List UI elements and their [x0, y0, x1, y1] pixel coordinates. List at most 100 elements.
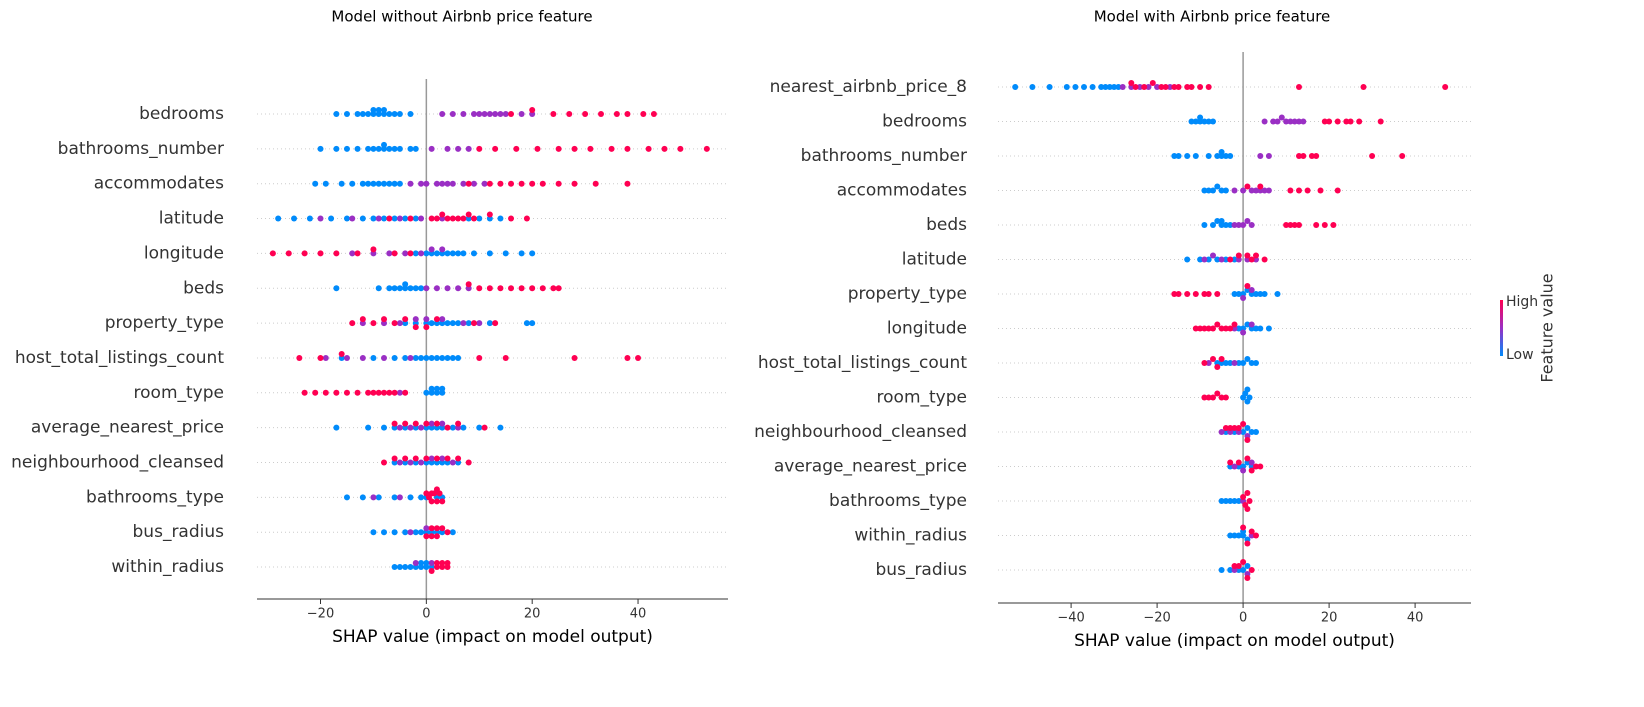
- shap-point: [1214, 291, 1221, 297]
- shap-point: [1063, 84, 1070, 90]
- shap-point: [1171, 84, 1178, 90]
- shap-point: [402, 250, 409, 257]
- shap-point: [1145, 84, 1152, 90]
- shap-point: [412, 455, 419, 462]
- shap-point: [439, 525, 446, 532]
- shap-point: [449, 424, 456, 431]
- shap-point: [370, 354, 377, 361]
- shap-point: [1184, 153, 1191, 159]
- feature-label: latitude: [902, 250, 967, 270]
- shap-point: [1231, 222, 1238, 228]
- shap-point: [677, 145, 684, 152]
- shap-point: [370, 389, 377, 396]
- shap-point: [333, 145, 340, 152]
- shap-point: [375, 389, 382, 396]
- shap-point: [1321, 222, 1328, 228]
- shap-point: [418, 250, 425, 257]
- shap-point: [1184, 256, 1191, 263]
- shap-point: [1257, 325, 1264, 332]
- shap-point: [1334, 118, 1341, 125]
- x-tick-label: 20: [1321, 611, 1338, 626]
- shap-point: [418, 560, 425, 567]
- shap-point: [1248, 321, 1255, 328]
- shap-point: [1235, 532, 1242, 539]
- shap-point: [460, 320, 467, 327]
- shap-point: [285, 250, 292, 257]
- feature-label: accommodates: [837, 181, 967, 201]
- shap-point: [1214, 183, 1221, 190]
- shap-point: [1089, 84, 1096, 90]
- shap-point: [370, 145, 377, 152]
- shap-point: [365, 111, 372, 117]
- shap-point: [1205, 153, 1212, 159]
- shap-point: [1240, 524, 1247, 531]
- shap-point: [322, 389, 329, 396]
- shap-point: [1205, 256, 1212, 263]
- shap-point: [439, 455, 446, 462]
- shap-point: [624, 145, 631, 152]
- shap-point: [1244, 218, 1251, 224]
- shap-point: [433, 525, 440, 532]
- shap-point: [1369, 153, 1376, 159]
- shap-point: [539, 285, 546, 292]
- shap-point: [338, 180, 345, 187]
- shap-point: [1377, 118, 1384, 125]
- shap-point: [1106, 84, 1113, 90]
- shap-point: [1248, 467, 1255, 474]
- shap-point: [1102, 84, 1109, 90]
- shap-point: [391, 145, 398, 152]
- shap-point: [354, 250, 361, 257]
- shap-point: [449, 215, 456, 222]
- shap-point: [481, 424, 488, 431]
- shap-point: [433, 560, 440, 567]
- shap-point: [381, 316, 388, 323]
- shap-point: [470, 215, 477, 222]
- shap-point: [486, 111, 493, 117]
- shap-point: [412, 420, 419, 427]
- shap-point: [423, 324, 430, 331]
- shap-point: [423, 525, 430, 532]
- feature-label: room_type: [877, 388, 967, 408]
- shap-point: [502, 354, 509, 361]
- shap-point: [381, 389, 388, 396]
- x-tick-label: −40: [1057, 611, 1084, 626]
- shap-point: [1240, 222, 1247, 228]
- shap-point: [481, 180, 488, 187]
- feature-label: bathrooms_type: [86, 487, 224, 507]
- shap-point: [465, 180, 472, 187]
- shap-point: [1222, 498, 1229, 504]
- shap-point: [1192, 118, 1199, 125]
- shap-point: [1205, 291, 1212, 297]
- colorbar-label: Feature value: [1538, 273, 1557, 382]
- shap-point: [439, 385, 446, 392]
- shap-point: [338, 350, 345, 357]
- shap-point: [1192, 153, 1199, 159]
- shap-point: [571, 145, 578, 152]
- shap-point: [613, 111, 620, 117]
- shap-point: [1162, 84, 1169, 90]
- shap-point: [396, 424, 403, 431]
- shap-point: [396, 180, 403, 187]
- shap-point: [1313, 222, 1320, 228]
- shap-point: [1240, 559, 1247, 565]
- x-tick-label: 40: [630, 607, 647, 622]
- shap-point: [444, 145, 451, 152]
- shap-point: [312, 389, 319, 396]
- shap-point: [375, 215, 382, 222]
- shap-point: [1257, 183, 1264, 190]
- shap-point: [343, 389, 350, 396]
- shap-point: [1253, 187, 1259, 194]
- shap-point: [359, 316, 366, 323]
- shap-point: [439, 246, 446, 253]
- feature-label: host_total_listings_count: [758, 353, 967, 373]
- shap-point: [1235, 222, 1242, 228]
- x-tick-label: −20: [1143, 611, 1170, 626]
- shap-point: [1227, 325, 1234, 332]
- shap-point: [306, 215, 313, 222]
- shap-point: [460, 215, 467, 222]
- shap-point: [1111, 84, 1118, 90]
- shap-point: [391, 354, 398, 361]
- shap-point: [412, 354, 419, 361]
- shap-point: [1197, 84, 1204, 90]
- shap-point: [407, 250, 414, 257]
